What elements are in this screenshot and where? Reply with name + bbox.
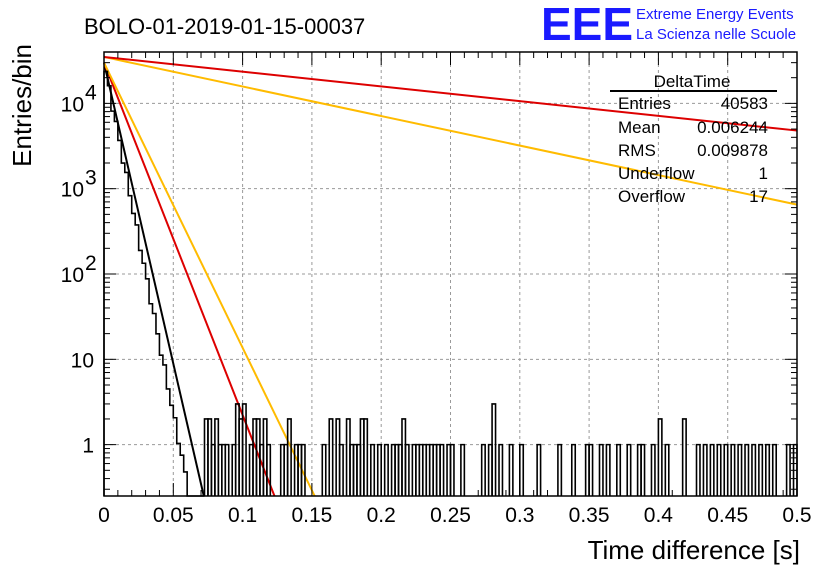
stats-value-mean: 0.006244 [697, 118, 768, 137]
histogram-bin [404, 443, 410, 496]
y-tick-exponent: 2 [85, 252, 97, 275]
histogram-bin [709, 443, 715, 496]
histogram-bin [536, 443, 542, 496]
histogram-bin [657, 418, 663, 496]
histogram-bin [383, 443, 389, 496]
plot-frame [103, 51, 798, 497]
logo: EEE Extreme Energy Events La Scienza nel… [541, 0, 796, 50]
histogram-bin [765, 443, 771, 496]
y-tick-label: 10 [61, 179, 84, 202]
y-tick-label: 1 [82, 435, 94, 458]
x-tick-label: 0.05 [153, 504, 194, 527]
logo-line-2: La Scienza nelle Scuole [636, 26, 796, 43]
x-tick-label: 0.25 [430, 504, 471, 527]
axes: 0 0.05 0.1 0.15 0.2 0.25 0.3 0.35 0.4 0.45 0.5 1 10 1… [61, 51, 812, 527]
histogram-bin [744, 443, 750, 496]
histogram-bin [702, 443, 708, 496]
histogram-bin [716, 443, 722, 496]
histogram-bin [626, 443, 632, 496]
chart-title: BOLO-01-2019-01-15-00037 [84, 14, 365, 39]
x-tick-label: 0.1 [228, 504, 257, 527]
x-axis-title: Time difference [s] [588, 535, 800, 565]
stats-value-entries: 40583 [721, 94, 768, 113]
histogram-bin [498, 443, 504, 496]
grid [104, 52, 797, 496]
y-tick-exponent: 4 [85, 81, 97, 104]
stats-value-underflow: 1 [759, 164, 768, 183]
histogram-bin [338, 443, 344, 496]
stats-value-overflow: 17 [749, 187, 768, 206]
histogram-bin [723, 443, 729, 496]
stats-title: DeltaTime [654, 72, 731, 91]
fit-line [103, 55, 798, 206]
x-tick-label: 0.3 [505, 504, 534, 527]
histogram-bin [480, 443, 486, 496]
stats-label-entries: Entries [618, 94, 671, 113]
histogram-bin [376, 443, 382, 496]
x-tick-label: 0 [98, 504, 110, 527]
histogram-bin [650, 443, 656, 496]
x-tick-label: 0.35 [569, 504, 610, 527]
histogram-bin [508, 443, 514, 496]
histogram-bin [300, 443, 306, 496]
histogram-bin [758, 443, 764, 496]
histogram-bin [664, 443, 670, 496]
histogram-bin [616, 443, 622, 496]
histogram-bin [460, 443, 466, 496]
x-tick-label: 0.15 [291, 504, 332, 527]
histogram-bin [224, 443, 230, 496]
histogram-bin [241, 403, 247, 496]
histogram [103, 70, 798, 497]
histogram-bin [449, 443, 455, 496]
stats-label-underflow: Underflow [618, 164, 695, 183]
histogram-bin [286, 418, 292, 496]
histogram-bin [328, 418, 334, 496]
x-tick-label: 0.45 [707, 504, 748, 527]
histogram-bin [598, 443, 604, 496]
histogram-bin [730, 443, 736, 496]
stats-value-rms: 0.009878 [697, 141, 768, 160]
logo-mark: EEE [541, 0, 633, 50]
y-axis-title: Entries/bin [7, 44, 37, 167]
x-tick-label: 0.5 [782, 504, 811, 527]
histogram-bin [491, 403, 497, 496]
logo-line-1: Extreme Energy Events [636, 6, 794, 23]
fit-line [103, 62, 205, 497]
histogram-bin [737, 443, 743, 496]
histogram-bin [681, 418, 687, 496]
histogram-bin [605, 443, 611, 496]
histogram-bin [519, 443, 525, 496]
y-tick-label: 10 [61, 264, 84, 287]
histogram-head [103, 70, 205, 497]
histogram-bin [570, 443, 577, 496]
histogram-bin [771, 443, 778, 496]
fit-line [103, 55, 798, 132]
histogram-bin [439, 443, 445, 496]
histogram-bin [363, 418, 369, 496]
y-tick-label: 10 [71, 349, 94, 372]
y-tick-exponent: 3 [85, 167, 97, 190]
y-tick-label: 10 [61, 93, 84, 116]
stats-label-rms: RMS [618, 141, 656, 160]
x-tick-label: 0.4 [644, 504, 674, 527]
x-tick-label: 0.2 [367, 504, 396, 527]
histogram-bin [370, 443, 376, 496]
histogram-bin [588, 443, 594, 496]
histogram-bin [266, 443, 272, 496]
stats-box: DeltaTime Entries 40583 Mean 0.006244 RM… [610, 72, 777, 206]
fit-line [103, 62, 316, 497]
histogram-bin [640, 443, 646, 496]
histogram-bin [695, 443, 701, 496]
stats-label-mean: Mean [618, 118, 661, 137]
histogram-bin [321, 443, 327, 496]
histogram-bin [557, 443, 563, 496]
histogram-bin [751, 443, 757, 496]
stats-label-overflow: Overflow [618, 187, 686, 206]
